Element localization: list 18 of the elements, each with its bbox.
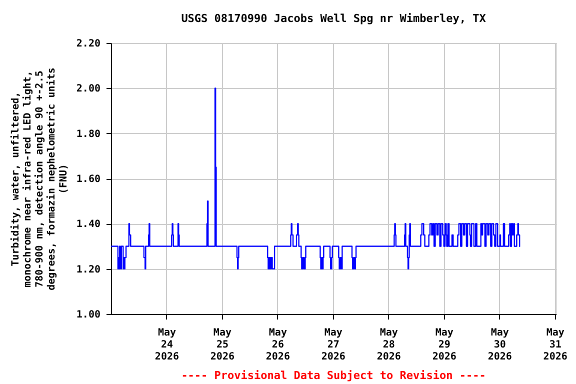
text: ---- Provisional Data Subject to Revision ----: [181, 369, 486, 382]
x-tick-label: May 28 2026: [376, 328, 401, 362]
y-tick-label: 1.40: [76, 219, 100, 230]
x-tick-label: May 29 2026: [432, 328, 456, 362]
x-tick-label: May 31 2026: [543, 328, 568, 362]
y-tick-label: 1.00: [76, 310, 100, 320]
x-tick-label: May 26 2026: [266, 328, 290, 362]
y-tick-label: 2.20: [76, 38, 100, 50]
chart-title: USGS 08170990 Jacobs Well Spg nr Wimberley, TX: [181, 12, 486, 25]
x-tick-label: May 25 2026: [210, 328, 235, 362]
y-axis-title: Turbidity, water, unfiltered, monochrome near infra-red LED light, 780-900 nm, detection angle 90 +-2.5 degrees, formazin nephelometric units (FNU): [9, 68, 70, 290]
y-tick-label: 1.80: [76, 128, 100, 140]
y-tick-label: 1.20: [76, 264, 100, 276]
x-tick-label: May 27 2026: [321, 328, 346, 362]
x-tick-label: May 24 2026: [154, 328, 180, 362]
x-tick-label: May 30 2026: [488, 328, 512, 362]
y-tick-label: 2.00: [76, 84, 100, 95]
y-tick-label: 1.60: [76, 174, 100, 185]
